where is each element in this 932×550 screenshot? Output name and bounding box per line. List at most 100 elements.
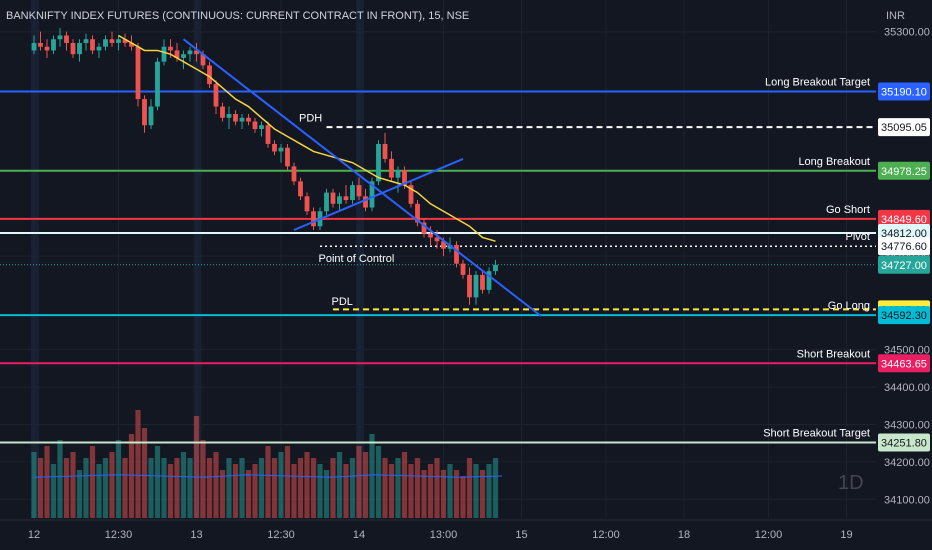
candle-body [103, 39, 108, 47]
price-tag-label: 34812.00 [881, 228, 927, 240]
volume-bar [245, 470, 252, 518]
volume-bar [473, 464, 479, 518]
candle-body [311, 211, 316, 227]
volume-bar [96, 464, 102, 518]
y-tick-label: 34100.00 [884, 494, 930, 506]
candle-body [200, 54, 206, 66]
volume-bar [193, 416, 200, 518]
session-bands [31, 0, 364, 518]
volume-bar [401, 452, 408, 518]
candle-body [369, 181, 375, 208]
candle-body [44, 46, 50, 51]
candle-body [213, 84, 219, 107]
x-tick-label: 13:00 [430, 529, 458, 541]
candle-body [428, 233, 433, 238]
volume-bar [76, 470, 83, 518]
volume-bar [434, 458, 440, 518]
candle-body [96, 46, 102, 51]
volume-bars [31, 410, 499, 518]
x-tick-label: 13 [190, 529, 202, 541]
price-tag-label: 34776.60 [881, 241, 927, 253]
candle-body [51, 39, 56, 51]
volume-bar [239, 458, 245, 518]
moving-average [118, 34, 496, 242]
level-label: Short Breakout Target [763, 428, 870, 440]
level-label: Short Breakout [797, 348, 870, 360]
volume-bar [265, 446, 271, 518]
trendline [182, 38, 542, 317]
candle-body [57, 35, 63, 40]
candle-body [337, 196, 342, 204]
volume-ma [33, 474, 503, 478]
volume-bar [37, 458, 44, 518]
volume-bar [128, 434, 135, 518]
candle-body [324, 192, 329, 212]
candle-body [181, 54, 186, 58]
candle-body [70, 42, 76, 55]
candle-body [389, 158, 394, 178]
volume-bar [297, 458, 304, 518]
candle-body [83, 39, 89, 43]
price-tag-label: 34978.25 [881, 166, 927, 178]
volume-bar [167, 464, 174, 518]
candle-body [285, 147, 290, 167]
trendline [293, 157, 464, 231]
candle-body [278, 147, 284, 152]
volume-bar [343, 464, 349, 518]
price-tag [878, 209, 930, 228]
volume-bar [479, 470, 486, 518]
volume-bar [336, 452, 343, 518]
price-tag [878, 433, 930, 452]
candle-body [77, 42, 82, 55]
volume-bar [219, 470, 226, 518]
volume-bar [466, 458, 473, 518]
y-tick-label: 34400.00 [884, 382, 930, 394]
candle-body [226, 114, 232, 118]
ma-line [118, 34, 496, 242]
candle-body [109, 39, 115, 43]
candle-body [467, 274, 472, 298]
candle-body [129, 42, 134, 47]
candle-body [454, 244, 459, 264]
volume-bar [161, 458, 167, 518]
volume-bar [284, 446, 291, 518]
level-label: Long Breakout [798, 156, 870, 168]
volume-bar [291, 464, 297, 518]
volume-bar [83, 458, 89, 518]
volume-bar [174, 458, 180, 518]
y-tick-label: 34500.00 [884, 345, 930, 357]
candle-body [259, 125, 264, 129]
volume-bar [31, 452, 37, 518]
volume-bar [226, 458, 232, 518]
candle-body [194, 50, 199, 55]
currency-label: INR [886, 10, 905, 22]
price-tag-label: 34849.60 [881, 214, 927, 226]
x-tick-label: 12 [28, 529, 40, 541]
volume-bar [349, 458, 356, 518]
volume-bar [369, 434, 375, 518]
volume-bar [187, 458, 193, 518]
volume-bar [304, 452, 310, 518]
x-tick-label: 12:00 [592, 529, 620, 541]
volume-bar [148, 458, 154, 518]
volume-bar [70, 452, 76, 518]
volume-bar [447, 464, 453, 518]
candle-body [480, 274, 485, 290]
x-tick-label: 12:30 [105, 529, 133, 541]
volume-bar [232, 464, 239, 518]
volume-bar [44, 446, 50, 518]
candle-body [122, 39, 128, 43]
price-tag-label: 35095.05 [881, 122, 927, 134]
x-tick-label: 18 [678, 529, 690, 541]
candle-body [155, 61, 160, 107]
price-tag-label: 34592.30 [881, 310, 927, 322]
candle-body [395, 170, 401, 178]
candle-body [402, 170, 407, 186]
volume-bar [323, 470, 330, 518]
annotations: Point of Control PDH PDL [299, 113, 394, 308]
candle-body [434, 237, 440, 242]
annotation-label: PDL [332, 296, 353, 308]
candle-body [168, 46, 173, 51]
time-axis[interactable]: 12 12:30 13 12:30 14 13:00 15 12:00 18 12:00 19 [0, 519, 932, 550]
